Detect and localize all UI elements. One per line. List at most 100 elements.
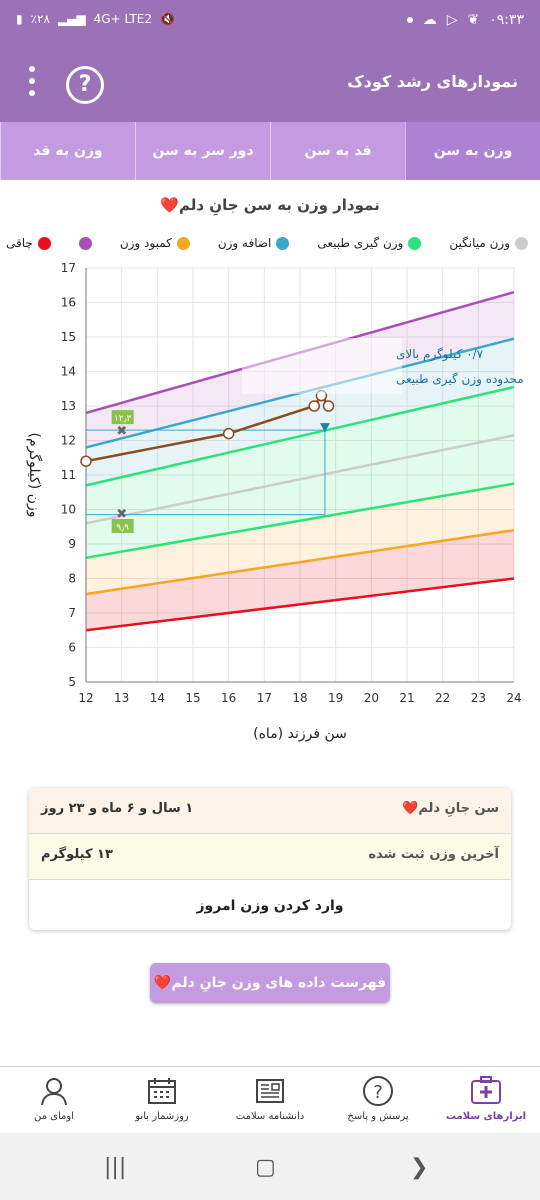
- mute-icon: 🔇: [160, 12, 175, 26]
- x-tick-label: 22: [435, 691, 450, 705]
- x-tick-label: 15: [185, 691, 200, 705]
- y-tick-label: 14: [61, 365, 76, 379]
- nav-label: پرسش و پاسخ: [347, 1111, 409, 1122]
- child-weight-point: [80, 455, 92, 467]
- profile-icon: [41, 1078, 67, 1106]
- x-axis-label: سن فرزند (ماه): [253, 726, 347, 742]
- age-row: سن جانِ دلم❤️ ۱ سال و ۶ ماه و ۲۳ روز: [29, 788, 511, 834]
- y-tick-label: 17: [61, 261, 76, 275]
- home-icon[interactable]: ▢: [255, 1155, 276, 1180]
- chart-legend: چاقی کمبود وزن اضافه وزن وزن گیری طبیعی …: [6, 236, 528, 250]
- age-label: سن جانِ دلم❤️: [402, 801, 499, 816]
- nav-profile[interactable]: اومای من: [0, 1067, 108, 1133]
- recents-icon[interactable]: |||: [104, 1155, 127, 1180]
- current-arrow: [319, 423, 330, 433]
- x-tick-label: 12: [78, 691, 93, 705]
- heart-icon: ❤️: [160, 196, 179, 214]
- bottom-navigation: ابزارهای سلامت ? پرسش و پاسخ دانشنامه سل…: [0, 1066, 540, 1133]
- y-tick-label: 8: [68, 572, 76, 586]
- chart-band: [86, 435, 514, 558]
- question-icon: ?: [363, 1076, 393, 1106]
- y-tick-label: 13: [61, 399, 76, 413]
- nav-label: دانشنامه سلامت: [235, 1111, 305, 1122]
- enter-weight-button[interactable]: وارد کردن وزن امروز: [196, 898, 344, 914]
- chart-band: [86, 483, 514, 595]
- child-weight-point: [308, 400, 321, 412]
- nav-calendar[interactable]: روزشمار بانو: [108, 1067, 216, 1133]
- series-line: [85, 577, 515, 632]
- app-icon: ❦: [467, 12, 480, 28]
- legend-label: اضافه وزن: [217, 236, 272, 250]
- y-axis-label: وزن (کیلوگرم): [26, 433, 43, 518]
- weight-age-chart: 12 13 14 15 16 17 18 19 20 21 22 23 24 5 6 7 8 9 10 11 12 13 1…: [26, 261, 524, 742]
- chart-title-text: نمودار وزن به سن جانِ دلم: [178, 196, 380, 214]
- x-tick-label: 16: [221, 691, 236, 705]
- network-type: 4G+ LTE2: [93, 12, 153, 26]
- x-tick-label: 13: [114, 691, 129, 705]
- last-weight-row: آخرین وزن ثبت شده ۱۳ کیلوگرم: [29, 834, 511, 880]
- tab-height-age[interactable]: قد به سن: [270, 122, 405, 180]
- annotation-line1: ۰/۷ کیلوگرم بالای: [396, 347, 484, 362]
- age-value: ۱ سال و ۶ ماه و ۲۳ روز: [41, 801, 194, 816]
- y-tick-label: 16: [61, 296, 76, 310]
- weight-list-label: فهرست داده های وزن جانِ دلم: [171, 975, 387, 991]
- y-tick-label: 9: [68, 537, 76, 551]
- legend-swatch-overweight: [276, 236, 290, 250]
- nav-health-tools[interactable]: ابزارهای سلامت: [432, 1067, 540, 1133]
- legend-swatch-purple: [78, 236, 92, 250]
- series-line: [85, 434, 515, 525]
- heart-icon: ❤️: [153, 975, 172, 991]
- legend-normal: وزن گیری طبیعی: [317, 236, 422, 250]
- newspaper-icon: [256, 1079, 284, 1103]
- child-weight-point: [222, 427, 235, 440]
- tab-weight-height[interactable]: وزن به قد: [0, 122, 135, 180]
- clock: ۰۹:۳۳: [489, 12, 524, 28]
- x-tick-label: 17: [257, 691, 272, 705]
- notification-dot: [406, 17, 413, 23]
- x-tick-label: 18: [292, 691, 307, 705]
- x-tick-label: 14: [150, 691, 165, 705]
- tab-weight-age[interactable]: وزن به سن: [405, 122, 540, 180]
- legend-swatch-normal: [408, 236, 422, 250]
- annotation-line2: محدوده وزن گیری طبیعی: [396, 372, 524, 387]
- chart-title: نمودار وزن به سن جانِ دلم❤️: [0, 196, 540, 214]
- x-tick-label: 23: [471, 691, 486, 705]
- legend-obesity: چاقی: [6, 236, 51, 250]
- battery-icon: ▮: [16, 12, 23, 26]
- back-icon[interactable]: ❯: [410, 1155, 429, 1180]
- x-tick-label: 20: [364, 691, 379, 705]
- legend-swatch-underweight: [176, 236, 190, 250]
- legend-label: وزن میانگین: [449, 236, 510, 250]
- y-tick-label: 10: [61, 503, 76, 517]
- y-tick-label: 15: [61, 330, 76, 344]
- signal-icon: ▂▄▆: [57, 12, 86, 26]
- y-tick-label: 11: [61, 468, 76, 482]
- nav-label: ابزارهای سلامت: [445, 1111, 527, 1122]
- battery-level: ٪۲۸: [30, 12, 50, 26]
- marker-label: ۱۲٫۳: [114, 414, 132, 424]
- last-weight-value: ۱۳ کیلوگرم: [41, 847, 113, 862]
- y-tick-label: 5: [68, 675, 76, 689]
- nav-encyclopedia[interactable]: دانشنامه سلامت: [216, 1067, 324, 1133]
- chart-band: [86, 387, 514, 524]
- legend-obesity-purple: [78, 236, 92, 250]
- chart-band: [86, 338, 514, 486]
- x-tick-label: 24: [506, 691, 521, 705]
- info-card: سن جانِ دلم❤️ ۱ سال و ۶ ماه و ۲۳ روز آخر…: [29, 788, 511, 930]
- tab-bar: وزن به سن قد به سن دور سر به سن وزن به ق…: [0, 122, 540, 180]
- last-weight-label: آخرین وزن ثبت شده: [368, 847, 499, 862]
- legend-label: وزن گیری طبیعی: [317, 236, 404, 250]
- nav-questions[interactable]: ? پرسش و پاسخ: [324, 1067, 432, 1133]
- legend-swatch-obesity: [37, 236, 51, 250]
- weight-list-button[interactable]: فهرست داده های وزن جانِ دلم❤️: [150, 963, 390, 1003]
- kebab-menu-icon[interactable]: [28, 66, 36, 102]
- tab-head-age[interactable]: دور سر به سن: [135, 122, 270, 180]
- x-tick-label: 19: [328, 691, 343, 705]
- series-line: [85, 528, 515, 596]
- marker-badge: [111, 410, 134, 425]
- app-bar: ? نمودارهای رشد کودک: [0, 44, 540, 122]
- chart-band: [86, 530, 514, 631]
- legend-underweight: کمبود وزن: [120, 236, 190, 250]
- help-icon[interactable]: ?: [66, 66, 104, 104]
- play-icon: ▷: [446, 12, 458, 28]
